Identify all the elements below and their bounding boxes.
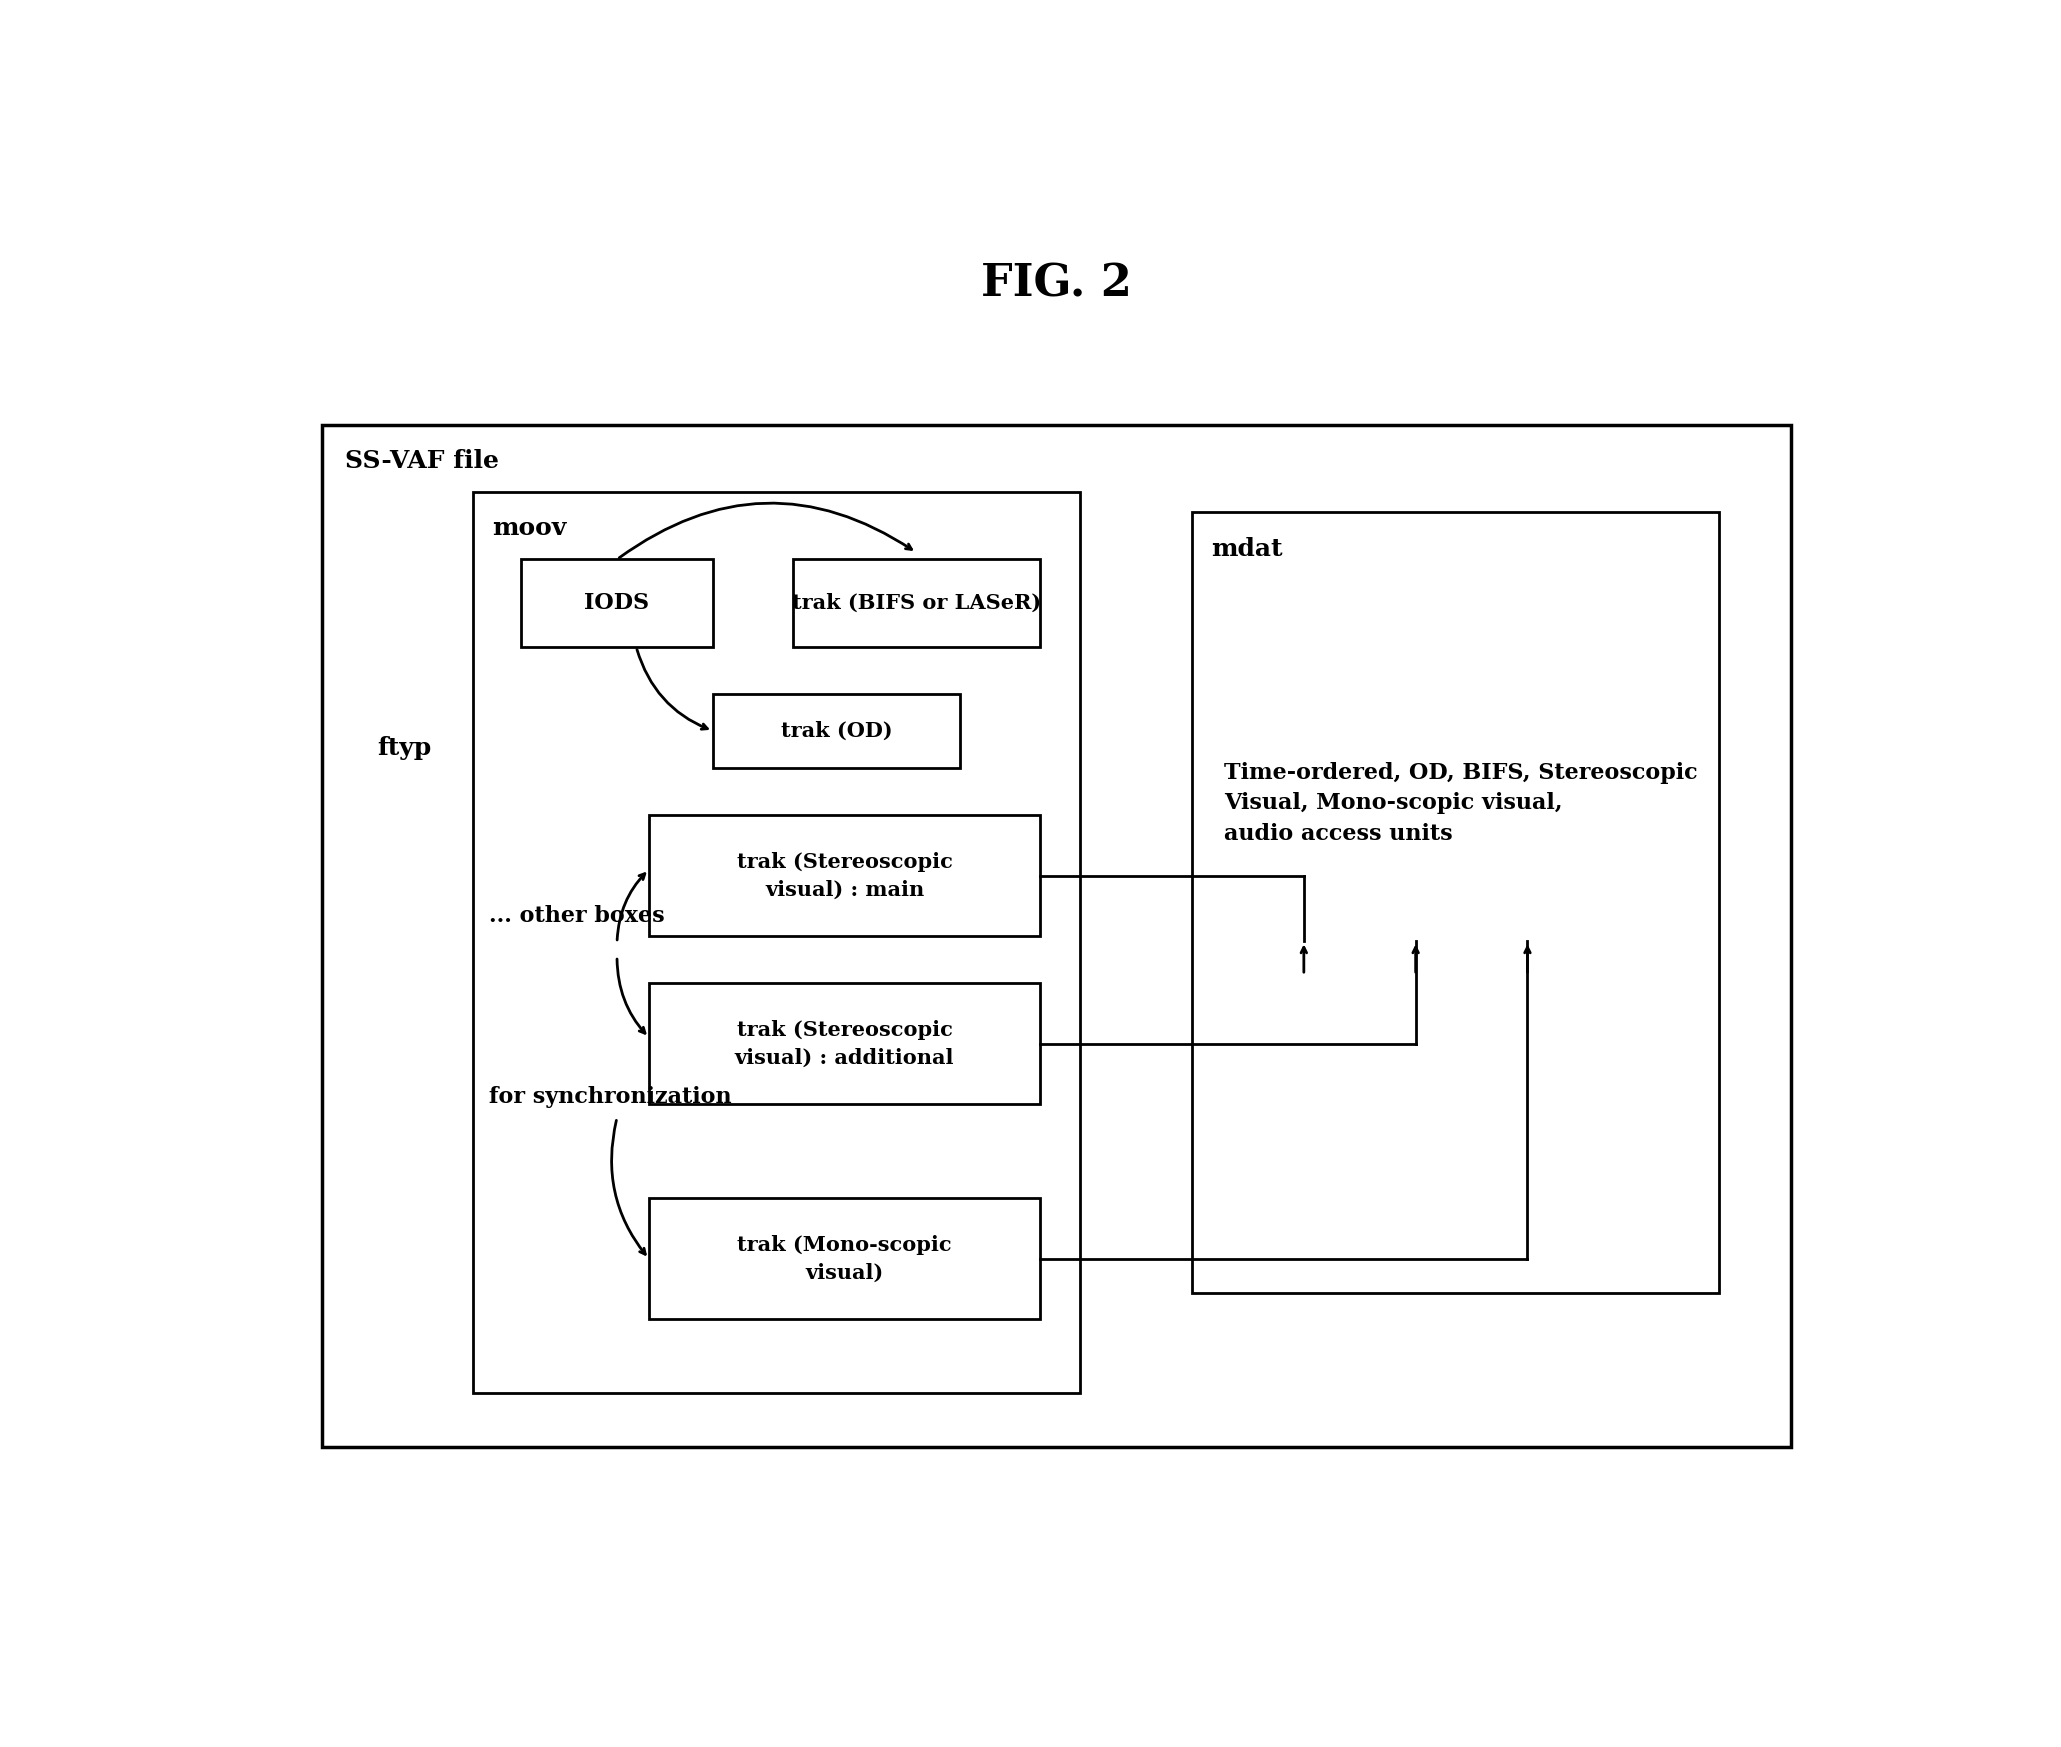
Text: SS-VAF file: SS-VAF file (346, 449, 499, 473)
Text: moov: moov (493, 517, 567, 540)
Text: mdat: mdat (1212, 536, 1282, 561)
Text: FIG. 2: FIG. 2 (981, 262, 1131, 306)
Text: trak (Stereoscopic
visual) : additional: trak (Stereoscopic visual) : additional (736, 1020, 954, 1067)
Text: trak (Stereoscopic
visual) : main: trak (Stereoscopic visual) : main (736, 851, 952, 900)
Text: trak (OD): trak (OD) (781, 722, 892, 741)
Bar (649, 1198, 1041, 1319)
Text: ... other boxes: ... other boxes (488, 905, 666, 928)
Bar (521, 559, 713, 646)
Bar (649, 984, 1041, 1104)
Bar (649, 816, 1041, 936)
Text: trak (Mono-scopic
visual): trak (Mono-scopic visual) (738, 1235, 952, 1282)
Text: Time-ordered, OD, BIFS, Stereoscopic
Visual, Mono-scopic visual,
audio access un: Time-ordered, OD, BIFS, Stereoscopic Vis… (1224, 762, 1698, 846)
Bar (474, 493, 1080, 1394)
Bar (713, 694, 960, 769)
Text: trak (BIFS or LASeR): trak (BIFS or LASeR) (791, 594, 1041, 613)
Text: for synchronization: for synchronization (488, 1087, 732, 1108)
Bar (793, 559, 1041, 646)
Bar (322, 425, 1791, 1447)
Text: ftyp: ftyp (377, 735, 431, 760)
Bar (1191, 512, 1719, 1293)
Text: IODS: IODS (585, 592, 649, 615)
